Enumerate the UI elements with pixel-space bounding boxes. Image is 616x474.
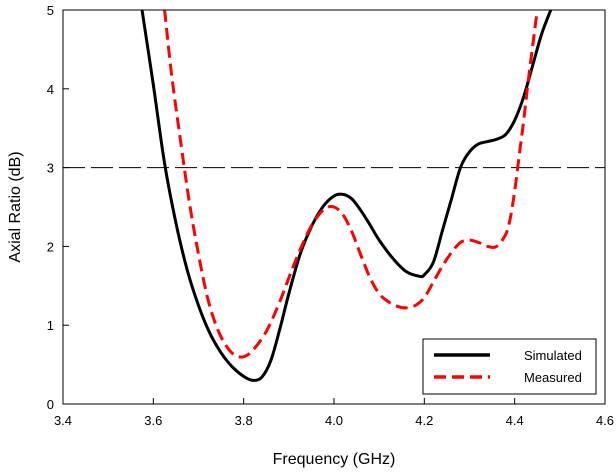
legend-label-simulated: Simulated <box>524 348 582 363</box>
y-tick-label: 3 <box>47 161 54 176</box>
y-tick-label: 1 <box>47 318 54 333</box>
x-axis-title: Frequency (GHz) <box>273 451 396 468</box>
y-axis-title: Axial Ratio (dB) <box>7 151 24 262</box>
legend-label-measured: Measured <box>524 370 582 385</box>
series-line-measured <box>163 10 539 359</box>
x-tick-label: 3.6 <box>144 413 162 428</box>
x-tick-label: 4.6 <box>596 413 614 428</box>
y-tick-label: 5 <box>47 3 54 18</box>
x-tick-label: 3.8 <box>235 413 253 428</box>
y-tick-label: 2 <box>47 239 54 254</box>
series-line-simulated <box>140 10 553 382</box>
y-tick-label: 0 <box>47 397 54 412</box>
legend: Simulated Measured <box>422 338 597 395</box>
legend-box <box>422 338 597 395</box>
x-tick-label: 3.4 <box>54 413 72 428</box>
x-tick-label: 4.2 <box>415 413 433 428</box>
y-tick-label: 4 <box>47 82 54 97</box>
x-tick-label: 4.0 <box>325 413 343 428</box>
x-tick-label: 4.4 <box>506 413 524 428</box>
